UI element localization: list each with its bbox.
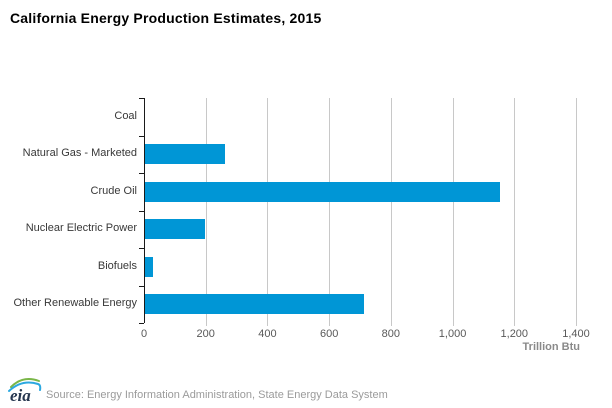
logo-swoosh-blue: [8, 381, 42, 392]
x-tick-label: 0: [140, 328, 148, 340]
category-label: Nuclear Electric Power: [25, 222, 137, 235]
x-tick-label: 1,200: [500, 328, 529, 340]
bar-biofuels: [145, 256, 154, 277]
category-label: Natural Gas - Marketed: [22, 147, 137, 160]
y-axis-tick: [139, 323, 144, 324]
y-axis-tick: [139, 173, 144, 174]
x-tick-label: 600: [319, 328, 339, 340]
logo-swoosh-green: [10, 378, 40, 388]
category-label: Biofuels: [97, 259, 137, 272]
category-label: Coal: [114, 109, 137, 122]
eia-logo-text: eia: [10, 386, 31, 405]
gridline-x-1400: [576, 98, 577, 326]
chart-title: California Energy Production Estimates, …: [10, 10, 322, 26]
x-tick-label: 1,400: [562, 328, 590, 340]
gridline-x-1000: [452, 98, 454, 326]
gridline-x-800: [390, 98, 392, 326]
y-axis-tick: [139, 98, 144, 99]
x-tick-label: 1,000: [438, 328, 467, 340]
y-axis-tick: [139, 211, 144, 212]
bar-nuclear-electric-power: [145, 219, 206, 240]
gridline-x-200: [205, 98, 207, 326]
category-label: Other Renewable Energy: [13, 297, 137, 310]
y-axis-line: [144, 98, 145, 323]
x-tick-label: 800: [381, 328, 401, 340]
source-attribution: Source: Energy Information Administratio…: [46, 389, 388, 401]
category-label: Crude Oil: [90, 184, 137, 197]
gridline-x-600: [329, 98, 331, 326]
eia-logo: eia: [8, 378, 42, 405]
bar-crude-oil: [145, 181, 500, 202]
y-axis-tick: [139, 286, 144, 287]
gridline-x-1200: [514, 98, 516, 326]
y-axis-tick: [139, 136, 144, 137]
plot-area: [139, 98, 577, 326]
bar-natural-gas-marketed: [145, 144, 226, 165]
x-tick-label: 400: [258, 328, 277, 340]
x-tick-label: 200: [196, 328, 215, 340]
gridline-x-400: [267, 98, 269, 326]
x-axis-unit-label: Trillion Btu: [522, 341, 580, 353]
bar-other-renewable-energy: [145, 294, 365, 315]
y-axis-tick: [139, 248, 144, 249]
